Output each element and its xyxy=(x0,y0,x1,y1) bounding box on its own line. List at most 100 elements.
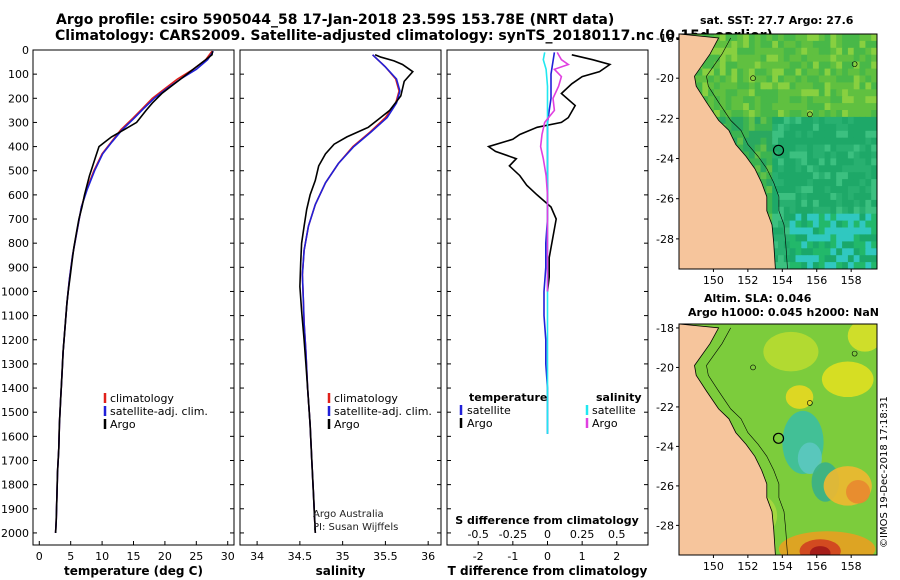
temperature-xtick-label: 0 xyxy=(36,550,43,563)
diff-legend-left-satellite: satellite xyxy=(467,404,511,417)
depth-tick-label: 500 xyxy=(8,165,29,178)
salinity-annotation: Argo Australia xyxy=(313,509,384,520)
legend-label-argo: Argo xyxy=(334,418,360,431)
depth-tick-label: 100 xyxy=(8,68,29,81)
sla-blob xyxy=(846,479,871,504)
difference-line-s-argo xyxy=(539,52,571,292)
sst-map-title: sat. SST: 27.7 Argo: 27.6 xyxy=(700,14,854,27)
depth-tick-label: 300 xyxy=(8,116,29,129)
sla-blob xyxy=(763,331,819,372)
temperature-xtick-label: 5 xyxy=(67,550,74,563)
map-lon-label: 156 xyxy=(806,560,827,573)
map-lat-label: -24 xyxy=(656,153,674,166)
diff-secondary-xlabel: S difference from climatology xyxy=(455,514,639,527)
depth-tick-label: 800 xyxy=(8,237,29,250)
map-lon-label: 150 xyxy=(703,274,724,287)
sst-field xyxy=(679,34,877,269)
diff-legend-salinity-title: salinity xyxy=(596,391,642,404)
depth-tick-label: 1500 xyxy=(1,406,29,419)
temperature-line-argo xyxy=(54,51,214,533)
salinity-xtick-label: 35.5 xyxy=(373,550,398,563)
map-lon-label: 152 xyxy=(737,274,758,287)
salinity-series xyxy=(299,54,414,533)
depth-tick-label: 1600 xyxy=(1,430,29,443)
legend-label-climatology: climatology xyxy=(110,392,174,405)
diff-legend-right-argo: Argo xyxy=(592,417,618,430)
difference-line-t-satellite xyxy=(543,52,556,434)
salinity-frame xyxy=(239,49,442,546)
difference-xtick-label: 1 xyxy=(579,550,586,563)
shelf-contour xyxy=(706,327,788,555)
argo-position-marker xyxy=(772,432,785,444)
map-lon-label: 154 xyxy=(772,560,793,573)
map-lon-label: 150 xyxy=(703,560,724,573)
sst-map: -18 -20 -22 -24 -26 -28 150 152 154 156 158 xyxy=(656,32,878,287)
title-line-1: Argo profile: csiro 5905044_58 17-Jan-20… xyxy=(56,12,615,28)
diff-legend-temperature-title: temperature xyxy=(469,391,547,404)
sla-blob xyxy=(785,385,814,409)
difference-series xyxy=(486,52,612,434)
reef-outline xyxy=(750,364,756,371)
depth-tick-label: 900 xyxy=(8,261,29,274)
map-lat-label: -22 xyxy=(656,401,674,414)
legend-label-satellite-adj-clim-: satellite-adj. clim. xyxy=(110,405,208,418)
panel-temperature: 0100200300400500600700800900100011001200… xyxy=(1,44,235,578)
salinity-xtick-label: 34 xyxy=(250,550,264,563)
sla-map-title: Altim. SLA: 0.046 xyxy=(704,292,812,305)
map-lon-label: 156 xyxy=(806,274,827,287)
depth-tick-label: 1400 xyxy=(1,382,29,395)
salinity-xtick-label: 35 xyxy=(336,550,350,563)
map-lon-label: 152 xyxy=(737,560,758,573)
diff-secondary-tick-label: 0 xyxy=(544,528,551,541)
depth-tick-label: 700 xyxy=(8,213,29,226)
reef-outline xyxy=(851,350,858,357)
depth-tick-label: 1100 xyxy=(1,310,29,323)
panel-salinity: 34 34.5 35 35.5 36 salinity xyxy=(239,49,442,578)
sla-blob xyxy=(797,442,822,475)
temperature-xtick-label: 20 xyxy=(158,550,172,563)
salinity-xtick-label: 34.5 xyxy=(288,550,313,563)
diff-secondary-tick-label: -0.25 xyxy=(499,528,527,541)
temperature-xtick-label: 30 xyxy=(221,550,235,563)
depth-tick-label: 1700 xyxy=(1,454,29,467)
depth-tick-label: 1000 xyxy=(1,285,29,298)
map-lat-label: -18 xyxy=(656,32,674,45)
difference-xtick-label: 2 xyxy=(613,550,620,563)
depth-tick-label: 2000 xyxy=(1,527,29,540)
diff-secondary-tick-label: 0.5 xyxy=(608,528,626,541)
map-lat-label: -28 xyxy=(656,519,674,532)
map-lon-label: 158 xyxy=(841,560,862,573)
land-mass xyxy=(679,324,776,555)
reef-outline xyxy=(807,111,813,118)
sla-map: -18 -20 -22 -24 -26 -28 150 152 154 156 158 xyxy=(656,322,878,573)
legend-label-climatology: climatology xyxy=(334,392,398,405)
salinity-annotation: PI: Susan Wijffels xyxy=(313,522,398,533)
legend-label-satellite-adj-clim-: satellite-adj. clim. xyxy=(334,405,432,418)
difference-xtick-label: -2 xyxy=(473,550,484,563)
difference-xtick-label: -1 xyxy=(507,550,518,563)
depth-tick-label: 1300 xyxy=(1,358,29,371)
salinity-line-argo xyxy=(299,54,414,533)
land-mass xyxy=(679,34,776,269)
sla-map-subtitle: Argo h1000: 0.045 h2000: NaN xyxy=(688,306,880,319)
temperature-xlabel: temperature (deg C) xyxy=(64,564,203,578)
diff-legend-right-satellite: satellite xyxy=(592,404,636,417)
shelf-contour xyxy=(706,37,788,269)
difference-xtick-label: 0 xyxy=(544,550,551,563)
temperature-series xyxy=(54,50,214,533)
title-line-2: Climatology: CARS2009. Satellite-adjuste… xyxy=(55,28,773,44)
diff-secondary-tick-label: -0.5 xyxy=(467,528,488,541)
temperature-xtick-label: 15 xyxy=(127,550,141,563)
sla-blob xyxy=(821,361,874,398)
diff-secondary-tick-label: 0.25 xyxy=(570,528,595,541)
legend-label-argo: Argo xyxy=(110,418,136,431)
map-lat-label: -28 xyxy=(656,233,674,246)
sst-map-frame xyxy=(678,33,878,270)
reef-outline xyxy=(851,61,858,67)
depth-tick-label: 0 xyxy=(22,44,29,57)
depth-tick-label: 1900 xyxy=(1,503,29,516)
depth-tick-label: 600 xyxy=(8,189,29,202)
map-lat-label: -26 xyxy=(656,480,674,493)
map-lat-label: -18 xyxy=(656,322,674,335)
